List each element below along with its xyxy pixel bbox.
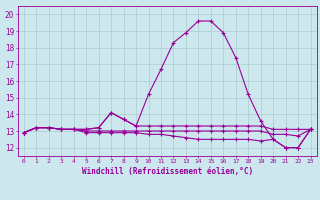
X-axis label: Windchill (Refroidissement éolien,°C): Windchill (Refroidissement éolien,°C) [82,167,253,176]
